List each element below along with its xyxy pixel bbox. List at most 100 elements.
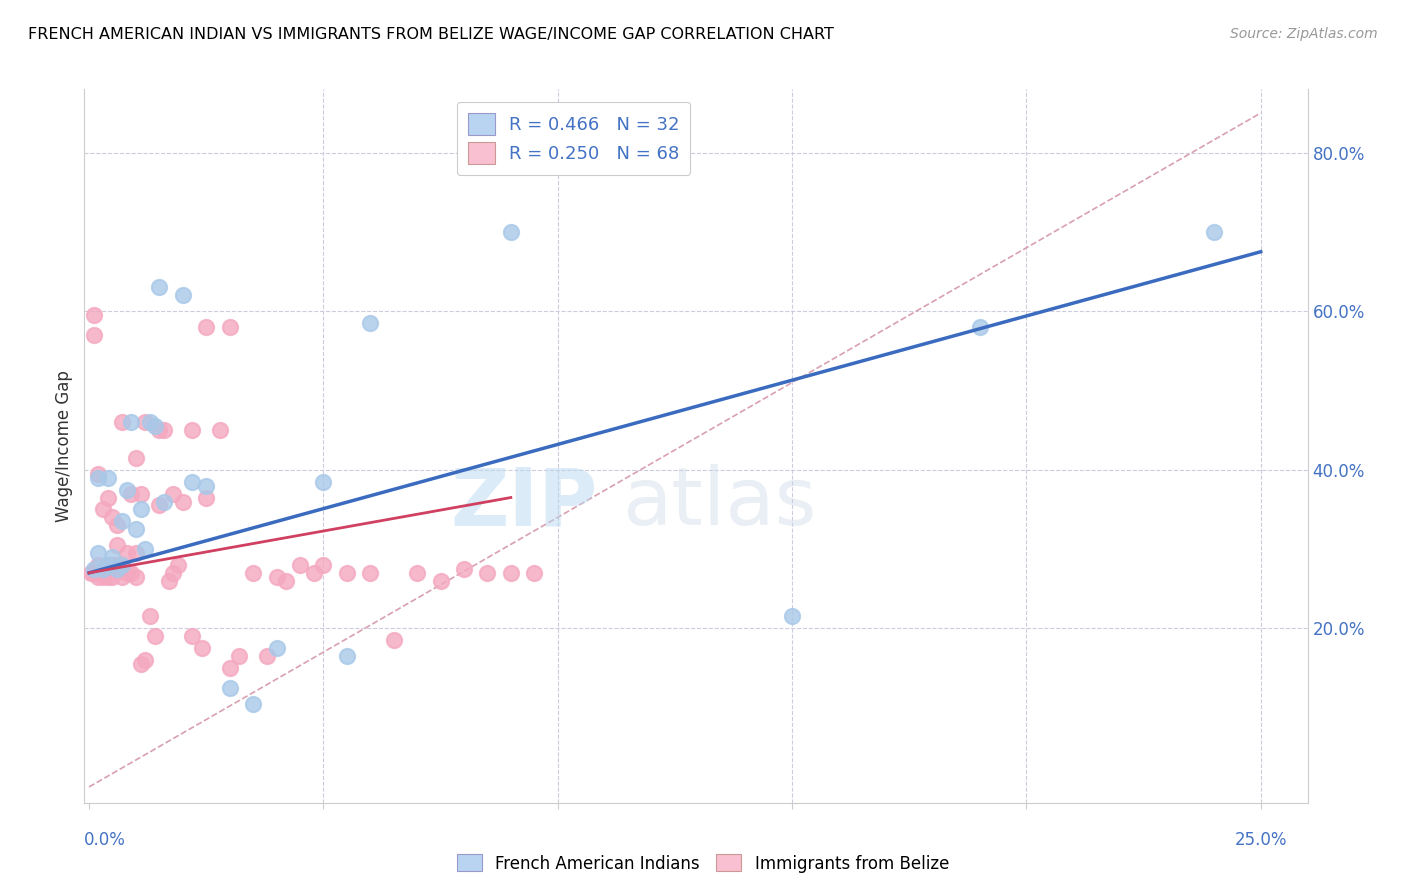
Point [429,574,451,588]
Point [134,415,156,429]
Text: 0.0%: 0.0% [84,830,127,848]
Point [359,566,381,580]
Point [181,629,204,643]
Point [477,566,499,580]
Point [91,502,114,516]
Point [167,558,190,572]
Point [302,566,325,580]
Point [91,562,114,576]
Point [97,570,120,584]
Point [105,558,128,572]
Point [111,558,134,572]
Point [153,494,176,508]
Point [125,546,148,560]
Point [97,558,120,572]
Point [101,570,124,584]
Point [312,475,335,489]
Point [134,653,156,667]
Y-axis label: Wage/Income Gap: Wage/Income Gap [55,370,73,522]
Point [190,641,212,656]
Point [105,518,128,533]
Point [105,562,128,576]
Point [97,558,120,572]
Point [382,633,405,648]
Point [125,522,148,536]
Point [97,471,120,485]
Point [115,546,138,560]
Point [256,649,278,664]
Point [139,415,162,429]
Point [129,486,152,500]
Text: ZIP: ZIP [451,464,598,542]
Text: atlas: atlas [623,464,817,542]
Point [120,566,142,580]
Point [97,491,120,505]
Point [105,538,128,552]
Point [139,609,162,624]
Point [453,562,475,576]
Point [157,574,180,588]
Point [228,649,250,664]
Point [499,566,522,580]
Point [143,419,166,434]
Point [87,471,110,485]
Point [172,494,194,508]
Point [1202,225,1225,239]
Point [969,320,991,334]
Point [148,423,170,437]
Point [336,649,359,664]
Point [406,566,429,580]
Point [129,502,152,516]
Point [218,320,240,334]
Point [274,574,297,588]
Point [91,566,114,580]
Point [83,562,105,576]
Point [134,542,156,557]
Point [266,570,288,584]
Point [87,558,110,572]
Point [129,657,152,671]
Point [87,570,110,584]
Point [83,566,105,580]
Point [162,486,184,500]
Point [218,661,240,675]
Point [125,450,148,465]
Point [195,478,218,492]
Point [288,558,311,572]
Point [242,697,264,711]
Point [80,566,103,580]
Point [181,475,204,489]
Point [125,570,148,584]
Point [101,558,124,572]
Point [172,288,194,302]
Point [148,280,170,294]
Point [111,570,134,584]
Point [153,423,176,437]
Point [499,225,522,239]
Point [91,570,114,584]
Point [120,486,142,500]
Text: Source: ZipAtlas.com: Source: ZipAtlas.com [1230,27,1378,41]
Point [115,566,138,580]
Point [87,467,110,481]
Point [87,546,110,560]
Legend: R = 0.466   N = 32, R = 0.250   N = 68: R = 0.466 N = 32, R = 0.250 N = 68 [457,102,690,175]
Point [83,308,105,322]
Point [101,549,124,564]
Point [111,558,134,572]
Point [266,641,288,656]
Point [336,566,359,580]
Legend: French American Indians, Immigrants from Belize: French American Indians, Immigrants from… [450,847,956,880]
Point [523,566,546,580]
Point [143,629,166,643]
Point [162,566,184,580]
Point [111,415,134,429]
Point [115,483,138,497]
Point [209,423,232,437]
Point [111,514,134,528]
Point [218,681,240,695]
Point [83,328,105,343]
Point [195,320,218,334]
Point [120,415,142,429]
Point [359,316,381,330]
